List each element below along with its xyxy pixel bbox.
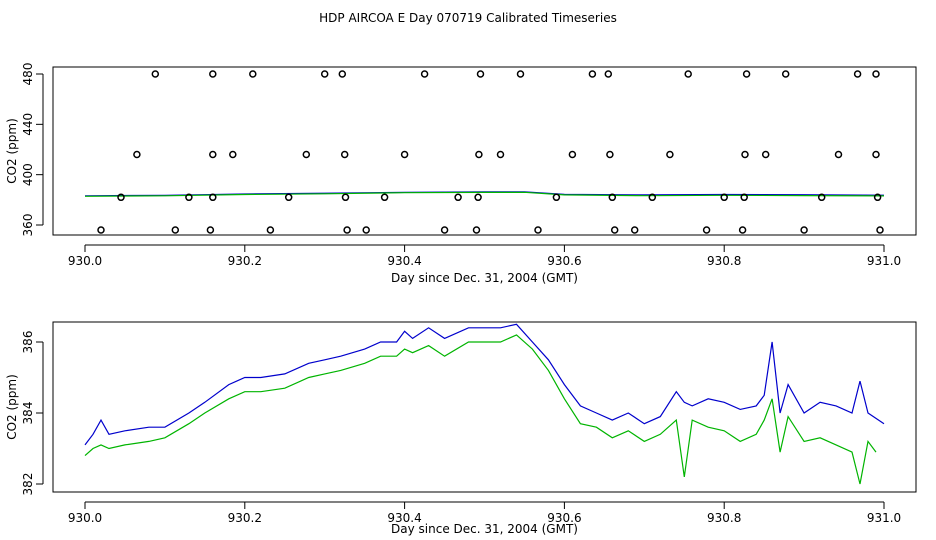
bottom-x-tick-label: 930.0 [68, 511, 102, 525]
scatter-point [475, 150, 483, 159]
scatter-point [738, 226, 747, 234]
bottom-series-line-1 [84, 334, 877, 485]
bottom-plot-frame [52, 321, 917, 493]
scatter-point [454, 193, 462, 202]
scatter-point [604, 70, 613, 78]
scatter-point [834, 150, 843, 159]
bottom-x-tick-label: 930.6 [547, 511, 581, 525]
bottom-y-tick-label: 384 [21, 402, 35, 425]
bottom-y-tick-label: 386 [21, 331, 35, 354]
top-y-axis-label: CO2 (ppm) [5, 118, 19, 184]
scatter-point [800, 226, 808, 234]
scatter-point [340, 150, 349, 159]
scatter-point [568, 150, 577, 159]
scatter-point [209, 193, 217, 202]
bottom-x-tick-label: 930.4 [387, 511, 421, 525]
scatter-point [320, 70, 329, 78]
chart-title: HDP AIRCOA E Day 070719 Calibrated Times… [319, 11, 617, 25]
top-plot-frame [52, 66, 917, 236]
scatter-point [380, 193, 389, 202]
scatter-point [702, 226, 711, 234]
scatter-point [209, 150, 217, 159]
scatter-point [876, 226, 884, 234]
bottom-y-axis: 382 384 386 [21, 331, 44, 496]
scatter-point [420, 70, 429, 78]
top-x-axis: 930.0 930.2 930.4 930.6 930.8 931.0 [68, 244, 901, 268]
scatter-point [873, 193, 882, 202]
top-x-axis-label: Day since Dec. 31, 2004 (GMT) [391, 271, 578, 285]
scatter-point [206, 226, 215, 234]
scatter-point [741, 150, 749, 159]
scatter-point [606, 150, 614, 159]
top-y-tick-label: 480 [21, 63, 35, 86]
scatter-point [630, 226, 639, 234]
bottom-x-axis-label: Day since Dec. 31, 2004 (GMT) [391, 522, 578, 536]
scatter-point [97, 226, 105, 234]
top-plot-panel: 930.0 930.2 930.4 930.6 930.8 931.0 360 400 440… [5, 63, 917, 285]
scatter-point [872, 70, 880, 78]
scatter-point [133, 150, 141, 159]
scatter-point [720, 193, 728, 202]
scatter-point [648, 193, 657, 202]
top-y-tick-label: 400 [21, 163, 35, 186]
scatter-point [266, 226, 275, 234]
scatter-point [362, 226, 370, 234]
scatter-point [781, 70, 790, 78]
top-x-tick-label: 930.4 [387, 254, 421, 268]
scatter-point [284, 193, 293, 202]
top-y-tick-label: 360 [21, 214, 35, 237]
scatter-point [302, 150, 311, 159]
scatter-point [552, 193, 561, 202]
scatter-point [249, 70, 257, 78]
top-y-axis: 360 400 440 480 [21, 63, 44, 237]
scatter-point [853, 70, 862, 78]
bottom-y-axis-label: CO2 (ppm) [5, 374, 19, 440]
bottom-series-line-0 [84, 323, 885, 446]
scatter-point [185, 193, 193, 202]
scatter-point [742, 70, 751, 78]
scatter-point [684, 70, 692, 78]
top-points-group [97, 70, 884, 234]
scatter-point [151, 70, 160, 78]
scatter-point [817, 193, 826, 202]
top-y-tick-label: 440 [21, 113, 35, 136]
scatter-point [516, 70, 525, 78]
top-series-line-2 [84, 191, 885, 197]
top-x-tick-label: 930.6 [547, 254, 581, 268]
scatter-point [496, 150, 505, 159]
bottom-series-group [84, 323, 885, 485]
scatter-point [588, 70, 597, 78]
top-x-tick-label: 931.0 [867, 254, 901, 268]
bottom-y-tick-label: 382 [21, 473, 35, 496]
scatter-point [610, 226, 619, 234]
scatter-point [400, 150, 409, 159]
scatter-point [171, 226, 180, 234]
bottom-x-axis: 930.0 930.2 930.4 930.6 930.8 931.0 [68, 501, 901, 525]
scatter-point [476, 70, 485, 78]
bottom-x-tick-label: 931.0 [867, 511, 901, 525]
bottom-x-tick-label: 930.8 [707, 511, 741, 525]
scatter-point [608, 193, 617, 202]
scatter-point [474, 193, 482, 202]
scatter-point [472, 226, 481, 234]
bottom-x-tick-label: 930.2 [228, 511, 262, 525]
scatter-point [117, 193, 125, 202]
scatter-point [740, 193, 748, 202]
scatter-point [341, 193, 350, 202]
scatter-point [666, 150, 674, 159]
top-x-tick-label: 930.0 [68, 254, 102, 268]
scatter-point [761, 150, 770, 159]
scatter-point [209, 70, 217, 78]
scatter-point [343, 226, 351, 234]
top-series-group [84, 191, 885, 197]
top-x-tick-label: 930.2 [228, 254, 262, 268]
scatter-point [229, 150, 237, 159]
bottom-plot-panel: 930.0 930.2 930.4 930.6 930.8 931.0 382 384 386… [5, 321, 917, 536]
scatter-point [338, 70, 347, 78]
scatter-point [440, 226, 449, 234]
scatter-point [872, 150, 880, 159]
scatter-point [534, 226, 542, 234]
top-x-tick-label: 930.8 [707, 254, 741, 268]
